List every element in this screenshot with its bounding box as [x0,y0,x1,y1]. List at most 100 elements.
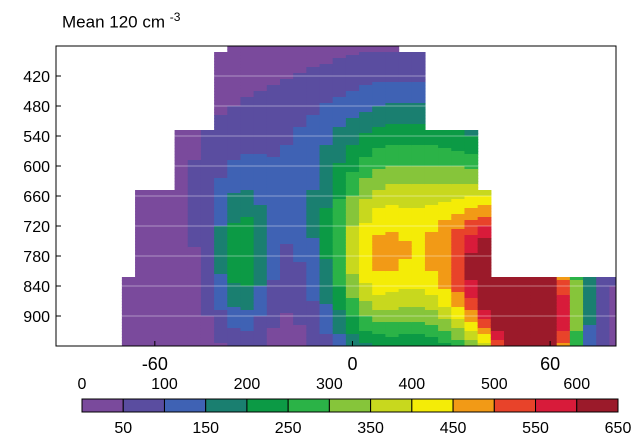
contour-cell [266,130,281,134]
contour-cell [135,220,149,224]
contour-cell [345,118,360,122]
contour-cell [451,193,466,197]
contour-cell [372,289,387,293]
colorbar-swatch [163,398,207,413]
contour-cell [319,133,334,137]
contour-cell [543,292,558,296]
contour-cell [280,292,294,296]
contour-cell [174,226,189,230]
contour-cell [306,76,321,80]
contour-cell [214,331,228,335]
contour-cell [359,289,373,293]
contour-cell [345,310,360,314]
contour-cell [332,268,347,272]
contour-cell [385,328,400,332]
contour-cell [280,202,294,206]
contour-cell [464,202,479,206]
contour-cell [411,106,426,110]
contour-cell [266,85,281,89]
contour-cell [504,304,518,308]
contour-cell [411,328,426,332]
contour-cell [227,337,242,341]
contour-cell [411,100,426,104]
contour-cell [385,313,400,317]
contour-cell [345,79,360,83]
contour-cell [372,304,387,308]
contour-cell [293,280,307,284]
contour-cell [411,196,426,200]
contour-cell [161,298,176,302]
contour-cell [293,298,307,302]
contour-cell [227,145,242,149]
contour-cell [385,148,400,152]
contour-cell [240,64,255,68]
contour-cell [174,280,189,284]
contour-cell [411,127,426,131]
contour-cell [359,226,373,230]
contour-cell [174,190,189,194]
contour-cell [240,280,255,284]
contour-cell [451,274,466,278]
contour-cell [398,304,413,308]
contour-cell [293,178,307,182]
contour-cell [451,316,466,320]
contour-cell [424,301,439,305]
contour-cell [187,283,202,287]
contour-cell [319,304,334,308]
contour-cell [596,322,611,326]
contour-cell [332,67,347,71]
contour-cell [319,223,334,227]
contour-cell [214,343,228,346]
contour-cell [240,256,255,260]
contour-cell [319,112,334,116]
contour-cell [451,247,466,251]
contour-cell [385,169,400,173]
contour-cell [306,184,321,188]
contour-cell [227,217,242,221]
contour-cell [293,226,307,230]
contour-cell [332,256,347,260]
contour-cell [424,262,439,266]
contour-cell [293,103,307,107]
contour-cell [214,214,228,218]
contour-cell [359,325,373,329]
contour-cell [398,328,413,332]
contour-cell [293,325,307,329]
contour-cell [266,46,281,50]
contour-cell [240,283,255,287]
contour-cell [569,307,584,311]
contour-cell [504,325,518,329]
contour-cell [517,334,531,338]
contour-cell [214,217,228,221]
contour-cell [253,211,268,215]
contour-cell [174,223,189,227]
contour-cell [372,298,387,302]
contour-cell [306,100,321,104]
contour-cell [319,256,334,260]
contour-cell [398,106,413,110]
contour-cell [411,319,426,323]
contour-cell [372,91,387,95]
contour-cell [293,259,307,263]
contour-cell [161,247,176,251]
contour-cell [438,166,452,170]
contour-cell [293,97,307,101]
contour-cell [411,154,426,158]
contour-cell [477,190,492,194]
contour-cell [135,214,149,218]
contour-cell [359,277,373,281]
contour-cell [359,193,373,197]
contour-cell [148,334,163,338]
contour-cell [451,319,466,323]
contour-cell [398,316,413,320]
contour-cell [240,139,255,143]
contour-cell [332,151,347,155]
contour-cell [135,199,149,203]
contour-cell [543,319,558,323]
contour-cell [240,94,255,98]
contour-cell [306,112,321,116]
contour-cell [438,292,452,296]
contour-cell [135,238,149,242]
contour-cell [411,229,426,233]
contour-cell [293,244,307,248]
